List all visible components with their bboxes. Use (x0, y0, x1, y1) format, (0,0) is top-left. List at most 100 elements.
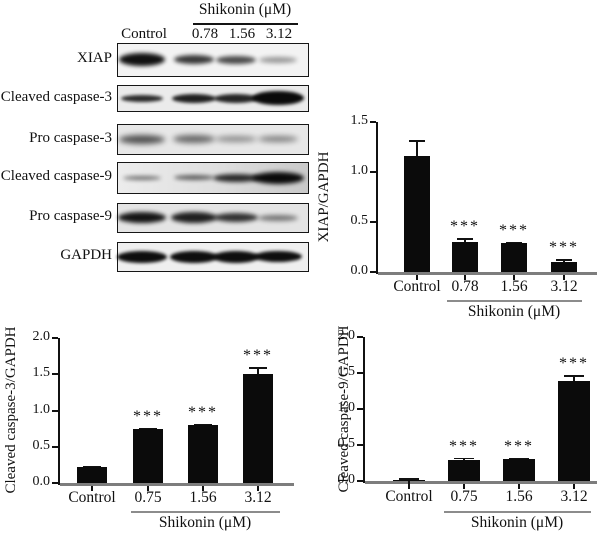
bar (551, 262, 577, 272)
x-axis-line (60, 483, 294, 486)
error-bar-cap (564, 375, 584, 377)
blot-band (252, 171, 304, 184)
y-tick (52, 337, 58, 339)
y-tick-label: 1.0 (32, 401, 51, 417)
blot-treatment-label: Shikonin (μM) (198, 1, 292, 18)
bar (404, 156, 430, 272)
blot-box (117, 124, 309, 155)
blot-band (172, 93, 216, 103)
x-category-label: 0.78 (451, 278, 479, 295)
blot-band (213, 173, 259, 182)
error-bar-cap (139, 427, 157, 430)
y-tick (52, 409, 58, 412)
y-tick-label: 1.0 (350, 163, 369, 178)
blot-band (215, 136, 257, 142)
significance-stars: *** (549, 239, 579, 256)
bar (243, 373, 273, 483)
x-tick (513, 274, 515, 280)
y-tick-label: 0.0 (337, 472, 356, 487)
y-tick (52, 373, 58, 376)
error-bar-cap (194, 423, 212, 426)
blot-box (117, 162, 309, 194)
error-bar-cap (249, 367, 267, 369)
bar (452, 242, 478, 272)
error-bar-cap (454, 457, 474, 460)
blot-band (171, 212, 217, 223)
x-group-label: Shikonin (μM) (158, 514, 252, 531)
y-tick-label: 1.5 (350, 113, 369, 128)
bar (188, 425, 218, 483)
y-tick-label: 0.0 (350, 263, 369, 278)
x-tick (202, 485, 204, 491)
bar (501, 243, 527, 272)
blot-band (174, 175, 214, 180)
bar (133, 429, 163, 483)
bar (448, 460, 480, 481)
blot-row-label: Cleaved caspase-3 (0, 88, 112, 105)
blot-band (214, 93, 258, 103)
y-tick-label: 0.5 (350, 213, 369, 228)
blot-box (117, 242, 309, 272)
y-tick-label: 2.0 (32, 329, 51, 344)
x-category-label: Control (68, 489, 116, 506)
significance-stars: *** (450, 218, 480, 235)
y-tick-label: 0.5 (337, 436, 356, 451)
significance-stars: *** (559, 355, 589, 373)
y-tick (370, 221, 376, 223)
x-tick (573, 483, 575, 489)
blot-band (252, 91, 304, 105)
error-bar-line (416, 140, 418, 160)
y-axis-label: Cleaved caspase-9/GAPDH (336, 325, 352, 493)
x-tick (563, 274, 565, 280)
x-group-underline (447, 300, 582, 302)
blot-row-label: XIAP (76, 50, 112, 66)
blot-row-label: GAPDH (60, 247, 112, 263)
y-tick (370, 271, 376, 273)
y-tick-label: 1.0 (337, 400, 356, 415)
x-tick (91, 485, 93, 491)
x-group-underline (131, 511, 280, 513)
blot-band (123, 175, 161, 180)
significance-stars: *** (504, 437, 534, 455)
y-tick (357, 480, 363, 482)
x-category-label: 1.56 (189, 489, 217, 506)
lane-label: 1.56 (228, 26, 256, 42)
blot-band (258, 214, 298, 221)
significance-stars: *** (449, 437, 479, 455)
y-tick (52, 445, 58, 448)
x-group-label: Shikonin (μM) (467, 303, 561, 320)
blot-band (119, 134, 165, 144)
lane-label: 0.78 (191, 26, 219, 42)
x-category-label: 3.12 (560, 488, 588, 505)
error-bar-cap (506, 242, 522, 244)
y-axis-line (58, 338, 60, 485)
x-tick (464, 274, 466, 280)
error-bar-cap (509, 457, 529, 460)
x-tick (518, 483, 520, 489)
bar (503, 459, 535, 481)
x-tick (147, 485, 149, 491)
y-tick (370, 171, 376, 173)
x-tick (408, 483, 410, 489)
blot-band (213, 250, 259, 263)
significance-stars: *** (499, 222, 529, 239)
blot-box (117, 43, 309, 77)
bar (77, 467, 107, 483)
blot-band (258, 136, 298, 142)
blot-band (216, 55, 256, 64)
x-category-label: 3.12 (244, 489, 272, 506)
y-tick (357, 444, 363, 446)
blot-box (117, 203, 309, 233)
error-bar-cap (399, 478, 419, 480)
y-tick (357, 408, 363, 410)
x-category-label: 0.75 (134, 489, 162, 506)
blot-band (174, 55, 214, 64)
x-group-underline (444, 511, 591, 513)
blot-band (121, 94, 163, 102)
y-tick-label: 2.0 (337, 328, 356, 343)
significance-stars: *** (188, 403, 218, 421)
